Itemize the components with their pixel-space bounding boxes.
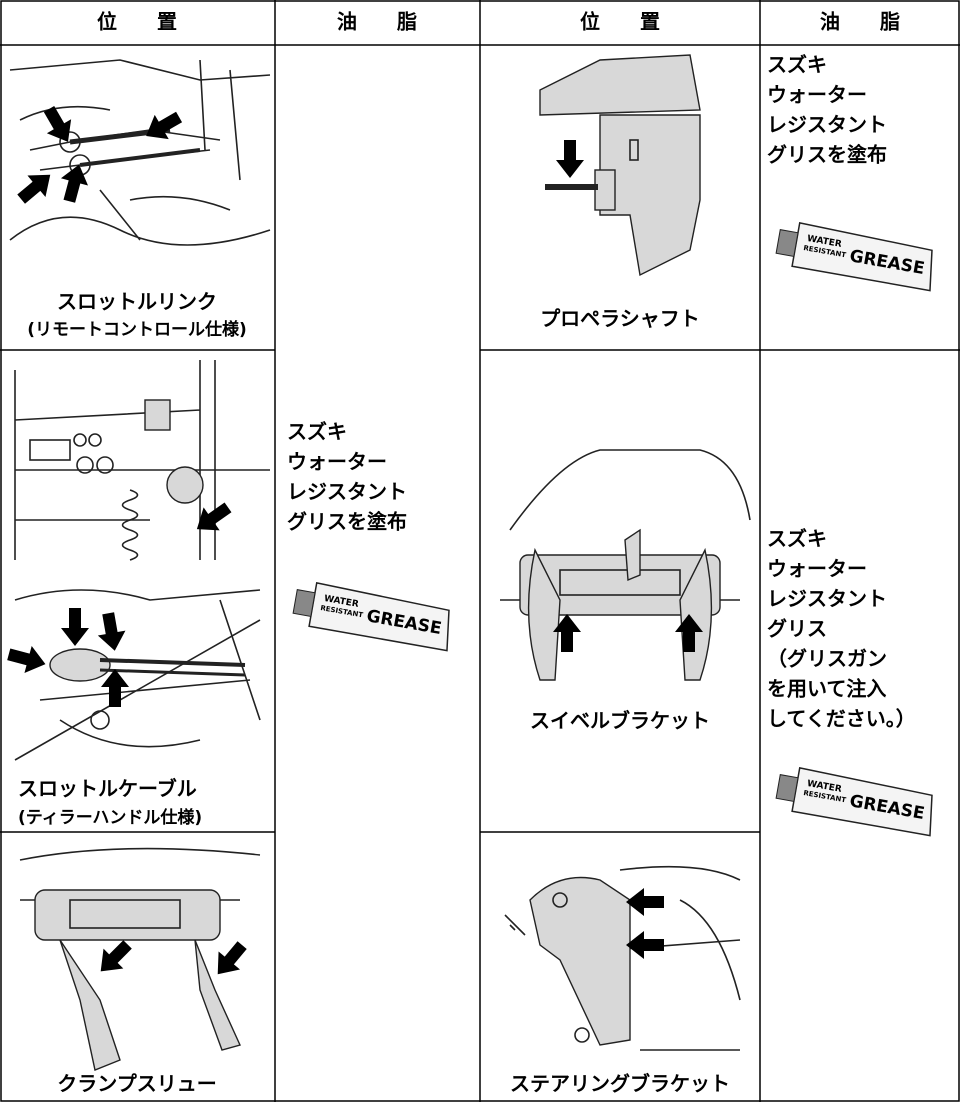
column-header: 位 置 [580,10,660,34]
location-label: (リモートコントロール仕様) [27,319,247,340]
location-label: プロペラシャフト [540,307,700,331]
arrow [94,610,129,654]
grease-text: を用いて注入 [767,677,886,701]
arrow [188,495,237,541]
grease-text: スズキ [767,53,827,77]
tube-cap [292,589,316,617]
grease-text: ウォーター [287,450,387,474]
tube-cap [775,229,799,257]
grease-text: グリスを塗布 [287,510,407,534]
grease-text: ウォーター [767,557,867,581]
arrow [206,936,253,984]
arrow [101,669,129,707]
propeller-shaft-illustration [539,54,701,277]
arrow [90,934,138,982]
column-header: 位 置 [97,10,177,34]
location-label: クランプスリュー [57,1072,216,1096]
location-label: スイベルブラケット [530,709,710,733]
grease-text: レジスタント [287,480,407,504]
throttle-link-illustration [9,59,271,246]
grease-text: スズキ [767,527,827,551]
grease-text: してください。） [767,707,916,731]
grease-text: レジスタント [767,587,887,611]
grease-text: スズキ [287,420,347,444]
grease-text: （グリスガン [767,647,887,671]
steering-bracket-illustration [504,865,741,1051]
column-header: 油 脂 [337,10,417,34]
arrow [5,640,50,678]
grease-text: グリス [767,617,827,641]
grease-text: ウォーター [767,83,867,107]
throttle-cable-illustration [5,360,270,761]
clamp-screw-illustration [19,847,261,1071]
arrow [626,931,664,959]
tube-cap [775,774,799,802]
location-label: スロットルケーブル [18,777,197,801]
location-label: ステアリングブラケット [510,1072,730,1096]
arrow [61,608,89,646]
arrow [139,104,187,149]
location-label: (ティラーハンドル仕様) [18,807,202,828]
location-label: スロットルリンク [57,290,217,314]
arrow [12,163,60,210]
swivel-bracket-illustration [500,449,751,681]
column-header: 油 脂 [820,10,900,34]
arrow [626,888,664,916]
grease-text: グリスを塗布 [767,143,887,167]
arrow [556,140,584,178]
grease-text: レジスタント [767,113,887,137]
